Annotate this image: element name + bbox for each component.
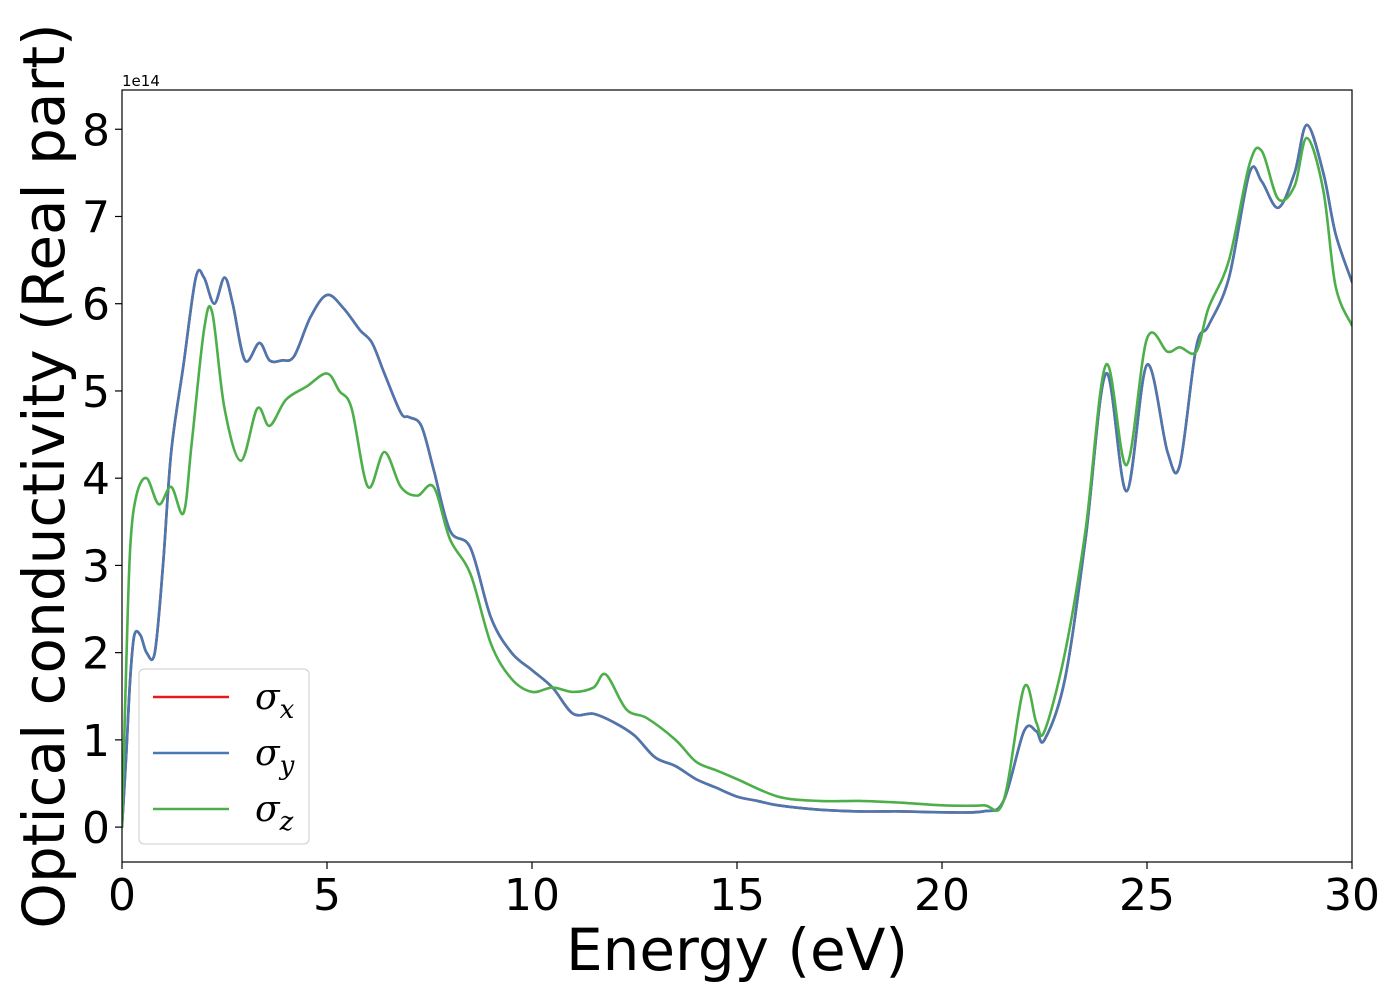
legend-box [138, 668, 310, 845]
y-tick-label: 4 [82, 454, 110, 505]
x-tick-label: 25 [1119, 870, 1175, 921]
y-tick-label: 6 [82, 280, 110, 331]
series-line-y [122, 123, 1352, 829]
x-tick-label: 15 [709, 870, 765, 921]
x-tick-label: 5 [313, 870, 341, 921]
y-tick-label: 3 [82, 541, 110, 592]
x-axis-label: Energy (eV) [566, 916, 908, 984]
y-tick-label: 7 [82, 192, 110, 243]
x-tick-label: 10 [504, 870, 560, 921]
x-axis-ticks: 0 5 10 15 20 25 30 [108, 862, 1380, 921]
y-axis-ticks: 0 1 2 3 4 5 6 7 8 [82, 105, 122, 854]
y-offset-label: 1e14 [122, 72, 160, 90]
legend: σx σy σz [138, 668, 310, 845]
legend-label-x: σx [255, 677, 295, 725]
y-tick-label: 8 [82, 105, 110, 156]
legend-label-z: σz [255, 789, 294, 837]
y-axis-label: Optical conductivity (Real part) [10, 23, 78, 928]
y-tick-label: 1 [82, 716, 110, 767]
legend-label-y: σy [255, 733, 295, 781]
series-line-z [122, 136, 1352, 829]
x-tick-label: 30 [1324, 870, 1380, 921]
y-tick-label: 5 [82, 367, 110, 418]
y-tick-label: 0 [82, 803, 110, 854]
y-tick-label: 2 [82, 629, 110, 680]
x-tick-label: 0 [108, 870, 136, 921]
x-tick-label: 20 [914, 870, 970, 921]
series-layer [122, 123, 1352, 829]
plot-area [122, 90, 1352, 862]
